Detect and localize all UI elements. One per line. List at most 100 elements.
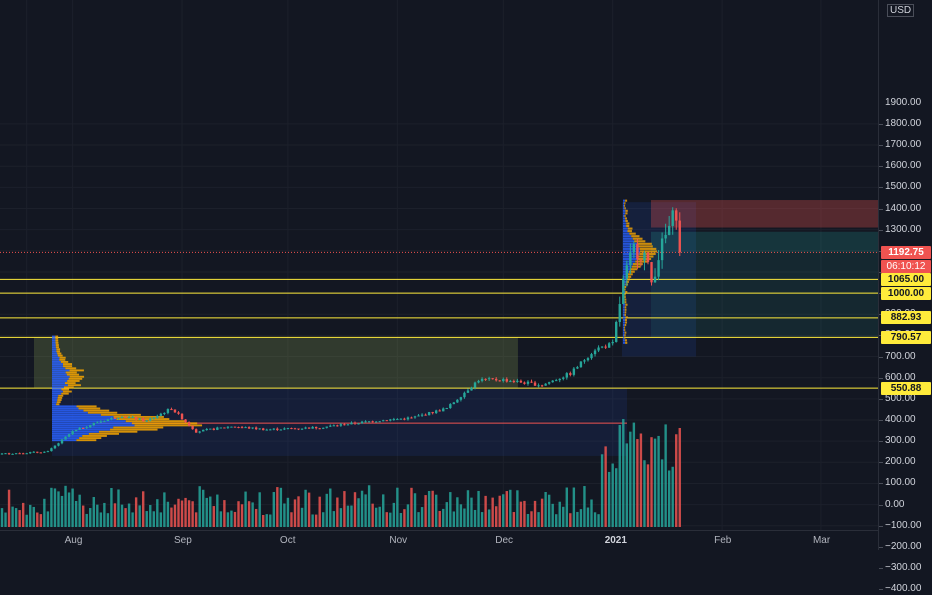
candle-body xyxy=(558,378,561,381)
candle-body xyxy=(145,420,148,422)
candle-body xyxy=(611,341,614,344)
volume-bar xyxy=(247,501,251,527)
candle-body xyxy=(184,419,187,423)
volume-profile-bar-up xyxy=(52,377,69,380)
volume-profile-bar-down xyxy=(639,247,657,250)
volume-bar xyxy=(385,512,388,527)
volume-profile-bar-down xyxy=(55,335,59,338)
volume-bar xyxy=(442,508,445,527)
candle-body xyxy=(18,453,21,455)
volume-bar xyxy=(480,512,484,527)
candle-body xyxy=(67,434,71,437)
volume-bar xyxy=(569,513,572,527)
volume-profile-bar-up xyxy=(623,263,633,266)
currency-label[interactable]: USD xyxy=(887,4,915,17)
bar-countdown-badge[interactable]: 06:10:12 xyxy=(881,259,931,273)
volume-bar xyxy=(498,495,501,527)
candle-body xyxy=(325,426,328,428)
candle-body xyxy=(671,210,674,226)
candle-body xyxy=(254,427,258,430)
candle-body xyxy=(191,425,194,430)
volume-profile-bar-down xyxy=(626,278,631,281)
volume-profile-bar-up xyxy=(52,415,114,418)
volume-bar xyxy=(629,431,632,527)
candle-body xyxy=(533,382,537,386)
level-badge[interactable]: 550.88 xyxy=(881,381,931,395)
candle-body xyxy=(576,367,579,369)
volume-profile-bar-down xyxy=(624,311,627,314)
time-axis[interactable]: Aug Sep Oct Nov Dec 2021 Feb Mar xyxy=(0,530,878,550)
time-axis-label: Nov xyxy=(389,535,408,546)
candle-body xyxy=(142,418,145,422)
volume-bar xyxy=(113,503,117,527)
volume-profile-bar-up xyxy=(623,202,625,205)
candle-body xyxy=(530,381,533,383)
volume-profile-bar-up xyxy=(52,365,64,368)
price-axis-label: 0.00 xyxy=(885,498,905,510)
volume-bar xyxy=(170,507,173,527)
last-price-badge[interactable]: 1192.75 xyxy=(881,245,931,259)
candle-body xyxy=(664,234,667,239)
candle-body xyxy=(180,413,184,420)
volume-profile-bar-up xyxy=(52,401,57,404)
volume-bar xyxy=(131,512,134,527)
candle-body xyxy=(636,243,639,260)
volume-profile-bar-up xyxy=(623,311,625,314)
volume-bar xyxy=(103,502,106,527)
price-axis-tick xyxy=(879,420,883,421)
price-chart[interactable] xyxy=(0,0,878,530)
volume-profile-bar-up xyxy=(52,411,88,414)
volume-bar xyxy=(509,489,512,527)
candle-body xyxy=(650,262,653,283)
volume-profile-bar-up xyxy=(623,323,625,327)
volume-bar xyxy=(106,513,110,527)
volume-profile-bar-up xyxy=(52,430,99,433)
volume-profile-bar-down xyxy=(625,303,628,306)
volume-bar xyxy=(636,439,639,527)
volume-bar xyxy=(7,489,11,527)
volume-bar xyxy=(406,504,410,527)
volume-profile-bar-up xyxy=(623,313,625,316)
volume-bar xyxy=(209,496,212,527)
candle-body xyxy=(403,418,406,420)
candle-body xyxy=(569,373,572,375)
candle-body xyxy=(505,379,508,382)
volume-profile-bar-down xyxy=(624,318,627,322)
volume-profile-bar-down xyxy=(624,285,627,289)
candle-body xyxy=(615,321,618,342)
level-badge[interactable]: 1000.00 xyxy=(881,286,931,300)
volume-profile-bar-down xyxy=(55,337,59,340)
candle-body xyxy=(233,426,237,428)
volume-bar xyxy=(300,507,304,527)
price-axis[interactable]: 1900.00 USD 1800.00 1700.00 1600.00 1500.00… xyxy=(878,0,932,594)
volume-profile-bar-up xyxy=(52,396,58,399)
volume-profile-bar-up xyxy=(52,341,56,344)
volume-bar xyxy=(562,506,565,527)
volume-bar xyxy=(198,486,201,527)
volume-bar xyxy=(523,500,526,527)
volume-bar xyxy=(657,435,660,527)
volume-profile-bar-down xyxy=(113,426,164,429)
candle-body xyxy=(343,424,346,426)
volume-bar xyxy=(533,500,537,527)
volume-bar xyxy=(473,509,477,527)
volume-profile-bar-up xyxy=(623,217,626,220)
volume-profile-bar-up xyxy=(52,371,66,374)
candle-body xyxy=(622,278,625,305)
volume-bar xyxy=(258,492,261,527)
volume-bar xyxy=(219,511,223,527)
volume-profile-bar-up xyxy=(52,413,101,416)
volume-bar xyxy=(495,506,498,527)
candle-body xyxy=(212,428,215,430)
candle-body xyxy=(399,418,403,420)
candle-body xyxy=(272,428,276,430)
volume-profile-bar-up xyxy=(52,388,62,391)
volume-profile-bar-down xyxy=(637,242,652,245)
volume-profile-bar-down xyxy=(631,265,641,268)
level-badge[interactable]: 882.93 xyxy=(881,311,931,325)
volume-bar xyxy=(336,497,339,527)
level-badge[interactable]: 1065.00 xyxy=(881,272,931,286)
volume-profile-bar-down xyxy=(69,375,85,378)
volume-profile-bar-down xyxy=(624,204,626,207)
level-badge[interactable]: 790.57 xyxy=(881,330,931,344)
